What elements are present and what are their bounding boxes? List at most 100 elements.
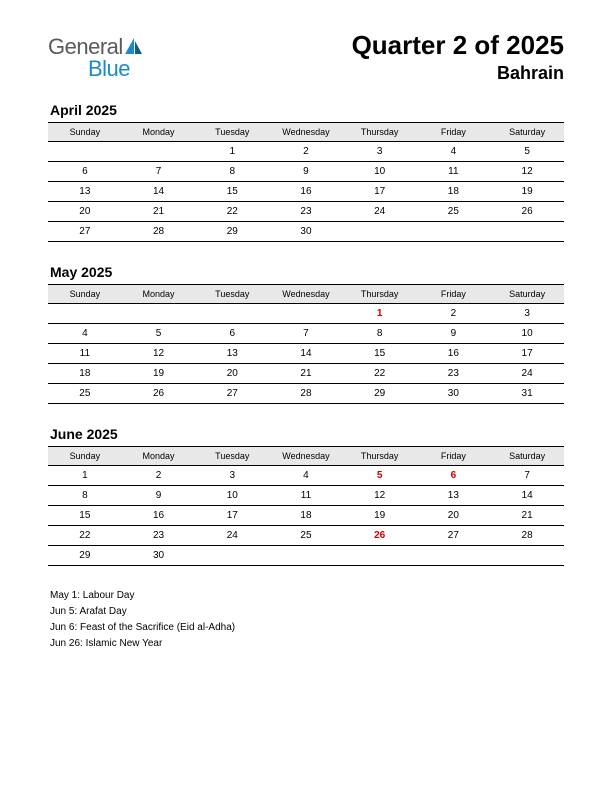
weekday-header: Thursday	[343, 447, 417, 466]
weekday-header: Tuesday	[195, 123, 269, 142]
months-container: April 2025SundayMondayTuesdayWednesdayTh…	[48, 102, 564, 566]
holiday-entry: Jun 6: Feast of the Sacrifice (Eid al-Ad…	[50, 620, 564, 636]
calendar-cell: 19	[343, 506, 417, 526]
calendar-cell: 4	[48, 324, 122, 344]
weekday-header: Saturday	[490, 285, 564, 304]
calendar-cell	[48, 142, 122, 162]
calendar-cell: 11	[269, 486, 343, 506]
calendar-cell: 17	[490, 344, 564, 364]
calendar-cell	[417, 546, 491, 566]
calendar-cell: 20	[195, 364, 269, 384]
calendar-cell: 22	[343, 364, 417, 384]
calendar-cell: 6	[48, 162, 122, 182]
calendar-cell: 16	[269, 182, 343, 202]
calendar-cell	[490, 222, 564, 242]
weekday-header: Sunday	[48, 123, 122, 142]
calendar-cell	[343, 546, 417, 566]
calendar-cell: 9	[122, 486, 196, 506]
calendar-cell: 18	[48, 364, 122, 384]
sail-icon	[125, 36, 143, 58]
month-title: April 2025	[48, 102, 564, 118]
holiday-entry: May 1: Labour Day	[50, 588, 564, 604]
calendar-cell	[417, 222, 491, 242]
calendar-cell: 29	[343, 384, 417, 404]
calendar-cell: 6	[195, 324, 269, 344]
calendar-cell: 21	[122, 202, 196, 222]
holiday-entry: Jun 26: Islamic New Year	[50, 636, 564, 652]
calendar-cell: 30	[417, 384, 491, 404]
calendar-cell	[122, 142, 196, 162]
calendar-cell: 23	[122, 526, 196, 546]
weekday-header: Tuesday	[195, 447, 269, 466]
calendar-cell: 30	[269, 222, 343, 242]
weekday-header: Thursday	[343, 123, 417, 142]
calendar-cell: 31	[490, 384, 564, 404]
calendar-cell: 30	[122, 546, 196, 566]
calendar-cell: 3	[490, 304, 564, 324]
calendar-row: 25262728293031	[48, 384, 564, 404]
calendar-cell	[122, 304, 196, 324]
logo-top-line: General	[48, 36, 143, 58]
calendar-cell: 15	[343, 344, 417, 364]
calendar-cell: 25	[269, 526, 343, 546]
calendar-cell	[48, 304, 122, 324]
calendar-cell: 8	[48, 486, 122, 506]
weekday-header: Wednesday	[269, 285, 343, 304]
calendar-cell: 16	[122, 506, 196, 526]
calendar-cell: 7	[490, 466, 564, 486]
weekday-header: Friday	[417, 123, 491, 142]
calendar-cell: 23	[269, 202, 343, 222]
weekday-header: Wednesday	[269, 123, 343, 142]
calendar-cell: 8	[195, 162, 269, 182]
weekday-header: Sunday	[48, 447, 122, 466]
calendar-row: 12345	[48, 142, 564, 162]
page-header: General Blue Quarter 2 of 2025 Bahrain	[48, 30, 564, 84]
calendar-row: 18192021222324	[48, 364, 564, 384]
calendar-cell: 5	[343, 466, 417, 486]
calendar-cell: 20	[48, 202, 122, 222]
calendar-cell: 23	[417, 364, 491, 384]
title-block: Quarter 2 of 2025 Bahrain	[352, 30, 564, 84]
calendar-cell: 29	[195, 222, 269, 242]
calendar-cell: 25	[48, 384, 122, 404]
calendar-cell: 9	[417, 324, 491, 344]
weekday-header: Saturday	[490, 447, 564, 466]
calendar-cell: 17	[343, 182, 417, 202]
calendar-cell: 17	[195, 506, 269, 526]
calendar-cell: 28	[122, 222, 196, 242]
calendar-row: 45678910	[48, 324, 564, 344]
calendar-cell: 12	[122, 344, 196, 364]
calendar-cell: 12	[343, 486, 417, 506]
calendar-cell: 27	[48, 222, 122, 242]
calendar-cell: 12	[490, 162, 564, 182]
calendar-cell: 27	[417, 526, 491, 546]
month-block: April 2025 SundayMondayTuesdayWednesdayTh…	[48, 102, 564, 242]
page-subtitle: Bahrain	[352, 63, 564, 84]
weekday-header: Monday	[122, 285, 196, 304]
calendar-table: SundayMondayTuesdayWednesdayThursdayFrid…	[48, 122, 564, 242]
calendar-cell: 19	[122, 364, 196, 384]
calendar-cell: 19	[490, 182, 564, 202]
calendar-cell: 2	[122, 466, 196, 486]
month-title: May 2025	[48, 264, 564, 280]
logo-text-bottom: Blue	[48, 58, 143, 80]
logo-text-top: General	[48, 36, 123, 58]
calendar-cell: 10	[195, 486, 269, 506]
calendar-row: 22232425262728	[48, 526, 564, 546]
holiday-list: May 1: Labour DayJun 5: Arafat DayJun 6:…	[48, 588, 564, 652]
calendar-cell: 18	[417, 182, 491, 202]
calendar-cell: 21	[269, 364, 343, 384]
calendar-cell: 11	[417, 162, 491, 182]
calendar-cell: 26	[343, 526, 417, 546]
calendar-cell: 18	[269, 506, 343, 526]
calendar-table: SundayMondayTuesdayWednesdayThursdayFrid…	[48, 446, 564, 566]
calendar-cell: 2	[269, 142, 343, 162]
calendar-cell: 10	[343, 162, 417, 182]
calendar-row: 15161718192021	[48, 506, 564, 526]
calendar-cell: 9	[269, 162, 343, 182]
weekday-header: Tuesday	[195, 285, 269, 304]
calendar-row: 13141516171819	[48, 182, 564, 202]
calendar-cell	[269, 546, 343, 566]
calendar-cell	[195, 304, 269, 324]
calendar-cell: 1	[48, 466, 122, 486]
